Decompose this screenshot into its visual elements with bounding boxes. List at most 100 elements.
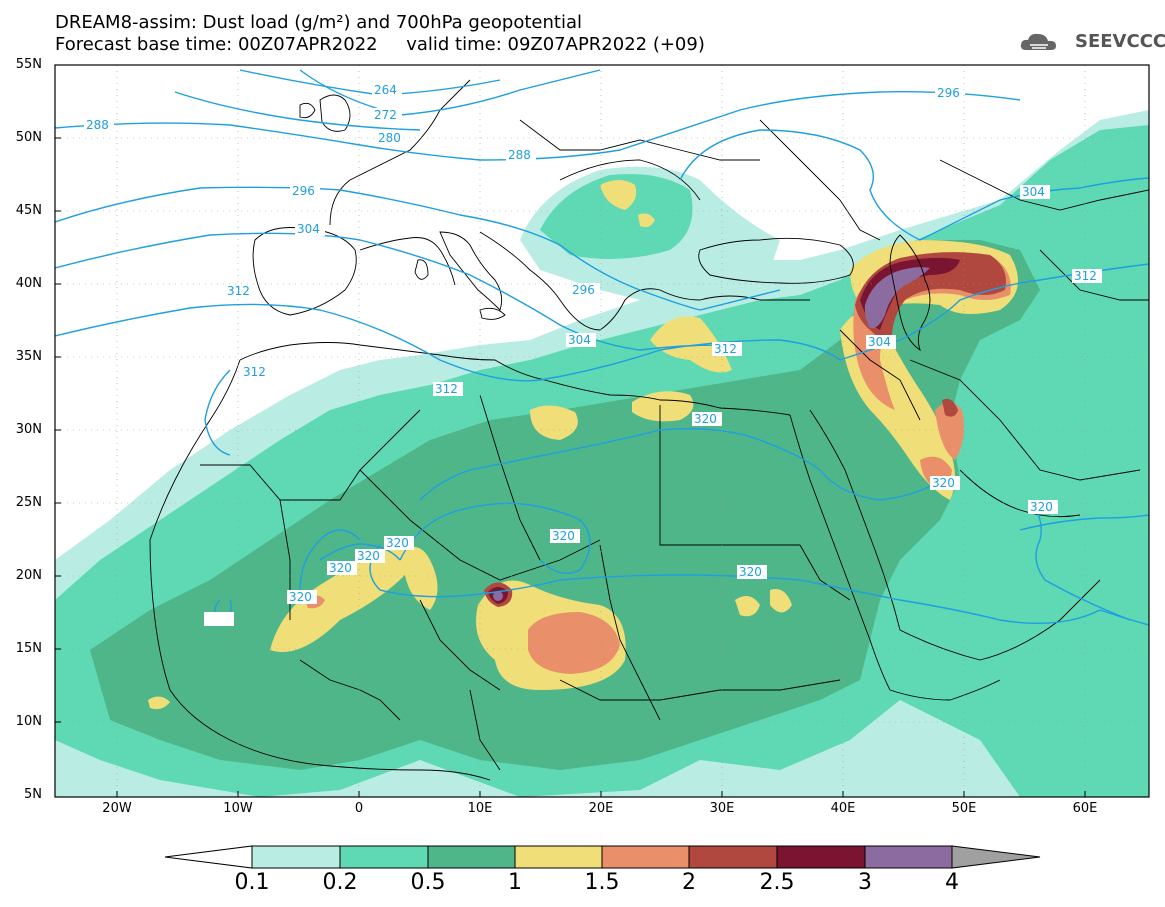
logo-text: SEEVCCC xyxy=(1075,31,1165,52)
contour-label xyxy=(204,612,234,626)
colorbar-label: 4 xyxy=(945,870,959,895)
colorbar-swatch xyxy=(427,845,516,869)
colorbar-label: 1.5 xyxy=(584,870,620,895)
lon-label: 10E xyxy=(467,801,493,816)
contour-label: 304 xyxy=(566,333,596,347)
colorbar-label: 2.5 xyxy=(759,870,795,895)
svg-text:304: 304 xyxy=(568,333,591,347)
colorbar-swatch xyxy=(688,845,778,869)
lat-label: 25N xyxy=(15,495,42,510)
colorbar-swatch xyxy=(776,845,866,869)
colorbar-label: 0.5 xyxy=(410,870,446,895)
svg-text:320: 320 xyxy=(552,529,575,543)
svg-text:320: 320 xyxy=(1030,500,1053,514)
colorbar-label: 1 xyxy=(508,870,522,895)
lon-label: 0 xyxy=(354,801,364,816)
contour-label: 296 xyxy=(290,184,320,198)
contour-label: 320 xyxy=(327,561,357,575)
colorbar-swatch xyxy=(601,845,690,869)
contour-label: 296 xyxy=(935,86,965,100)
lat-label: 45N xyxy=(15,203,42,218)
svg-text:296: 296 xyxy=(937,86,960,100)
contour-label: 312 xyxy=(712,342,742,356)
lat-label: 40N xyxy=(15,276,42,291)
contour-label: 320 xyxy=(737,565,767,579)
contour-label: 264 xyxy=(372,83,402,97)
colorbar xyxy=(164,845,1041,869)
lat-label: 15N xyxy=(15,641,42,656)
svg-text:312: 312 xyxy=(714,342,737,356)
lon-label: 10W xyxy=(223,801,253,816)
svg-text:320: 320 xyxy=(386,536,409,550)
svg-text:320: 320 xyxy=(329,561,352,575)
graticule xyxy=(55,65,1149,797)
lon-label: 40E xyxy=(830,801,856,816)
contour-label: 304 xyxy=(866,335,896,349)
colorbar-label: 0.1 xyxy=(234,870,270,895)
svg-text:288: 288 xyxy=(86,118,109,132)
svg-text:320: 320 xyxy=(289,590,312,604)
svg-text:272: 272 xyxy=(374,108,397,122)
contour-label: 288 xyxy=(84,118,114,132)
lon-label: 20W xyxy=(102,801,132,816)
contour-label: 272 xyxy=(372,108,402,122)
svg-text:320: 320 xyxy=(694,412,717,426)
svg-text:288: 288 xyxy=(508,148,531,162)
contour-label: 312 xyxy=(1072,269,1102,283)
lat-label: 35N xyxy=(15,349,42,364)
svg-text:312: 312 xyxy=(1074,269,1097,283)
svg-text:304: 304 xyxy=(868,335,891,349)
contour-label: 320 xyxy=(692,412,722,426)
lat-label: 50N xyxy=(15,130,42,145)
colorbar-label: 2 xyxy=(682,870,696,895)
colorbar-label: 3 xyxy=(858,870,872,895)
dust-field xyxy=(55,110,1149,797)
lon-label: 60E xyxy=(1072,801,1098,816)
lat-label: 20N xyxy=(15,568,42,583)
contour-label: 296 xyxy=(570,283,600,297)
chart-subtitle: Forecast base time: 00Z07APR2022 valid t… xyxy=(55,34,705,55)
lon-label: 50E xyxy=(951,801,977,816)
svg-text:312: 312 xyxy=(435,382,458,396)
svg-text:296: 296 xyxy=(572,283,595,297)
lat-label: 10N xyxy=(15,714,42,729)
contour-label: 320 xyxy=(355,549,385,563)
contour-label: 320 xyxy=(550,529,580,543)
contour-label: 312 xyxy=(433,382,463,396)
contour-label: 320 xyxy=(384,536,414,550)
axis-ticks xyxy=(55,64,1086,797)
colorbar-swatch xyxy=(251,845,341,869)
svg-text:280: 280 xyxy=(378,131,401,145)
lon-label: 20E xyxy=(588,801,614,816)
svg-text:296: 296 xyxy=(292,184,315,198)
chart-title: DREAM8-assim: Dust load (g/m²) and 700hP… xyxy=(55,12,582,33)
colorbar-label: 0.2 xyxy=(322,870,358,895)
svg-text:264: 264 xyxy=(374,83,397,97)
svg-text:312: 312 xyxy=(227,284,250,298)
lat-label: 55N xyxy=(15,57,42,72)
contour-label: 304 xyxy=(1020,185,1050,199)
contour-label: 312 xyxy=(241,365,271,379)
colorbar-swatch xyxy=(339,845,429,869)
svg-text:312: 312 xyxy=(243,365,266,379)
contour-label: 312 xyxy=(225,284,255,298)
svg-text:320: 320 xyxy=(932,476,955,490)
contour-label: 288 xyxy=(506,148,536,162)
lat-label: 5N xyxy=(24,787,42,802)
colorbar-swatch xyxy=(514,845,603,869)
colorbar-swatch xyxy=(864,845,953,869)
contour-label: 320 xyxy=(1028,500,1058,514)
coastlines xyxy=(149,79,1149,781)
lat-label: 30N xyxy=(15,422,42,437)
svg-text:304: 304 xyxy=(297,222,320,236)
svg-text:320: 320 xyxy=(739,565,762,579)
contour-label: 320 xyxy=(287,590,317,604)
contour-label: 304 xyxy=(295,222,325,236)
lon-label: 30E xyxy=(709,801,735,816)
contour-label: 320 xyxy=(930,476,960,490)
contour-labels: 264 272 280 288 288 296 296 296 304 304 … xyxy=(84,83,1102,626)
svg-text:304: 304 xyxy=(1022,185,1045,199)
map-frame xyxy=(54,64,1150,798)
cloud-icon xyxy=(1020,33,1056,50)
